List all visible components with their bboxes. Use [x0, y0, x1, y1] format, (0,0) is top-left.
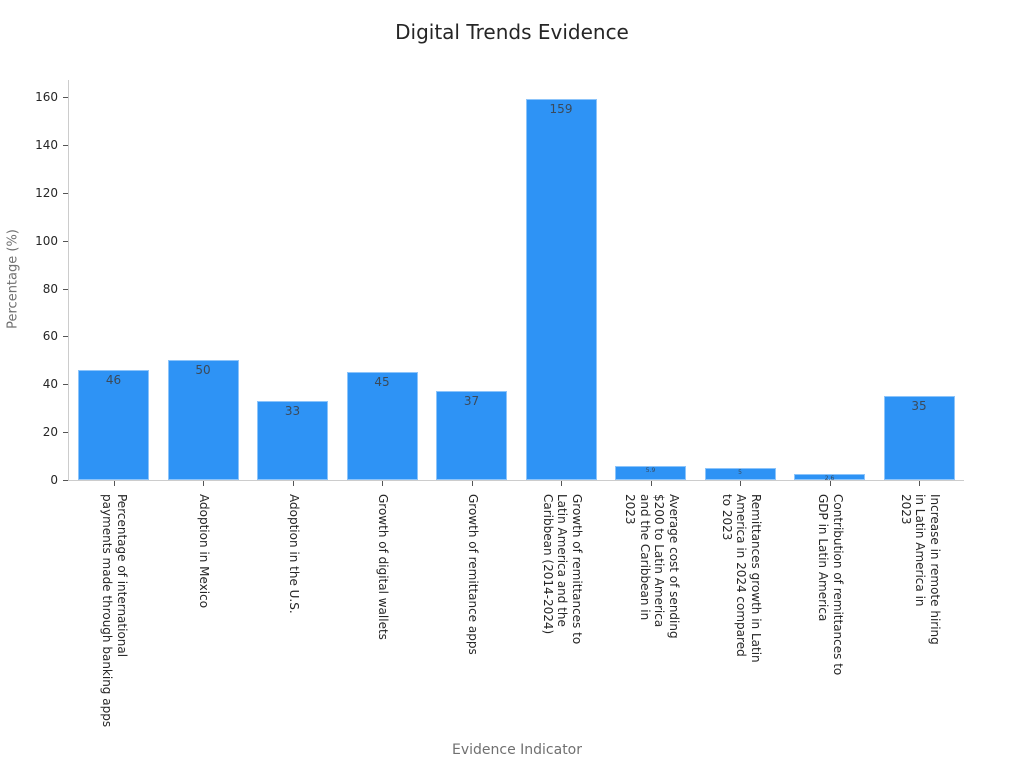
- x-tick: [113, 481, 115, 486]
- x-tick: [203, 481, 204, 486]
- bar-value-label: 33: [284, 404, 301, 418]
- y-tick: [63, 288, 68, 290]
- bar[interactable]: [346, 372, 418, 480]
- bar[interactable]: [794, 473, 865, 480]
- y-tick-label: 0: [50, 473, 58, 487]
- bar-value-label: 159: [549, 102, 573, 117]
- x-tick-label: Adoption in Mexico: [197, 494, 212, 609]
- y-tick: [63, 144, 68, 146]
- x-tick-label: Contribution of remittances to GDP in La…: [816, 494, 846, 676]
- y-tick-label: 140: [35, 137, 58, 152]
- y-tick: [63, 384, 68, 386]
- x-axis-line: [68, 480, 964, 481]
- bar[interactable]: [704, 468, 776, 480]
- bar-value-label: 35: [911, 399, 927, 414]
- bar[interactable]: [883, 396, 955, 480]
- x-tick: [382, 481, 383, 486]
- bar-value-label: 50: [195, 363, 211, 378]
- y-tick-label: 160: [35, 90, 58, 104]
- bar[interactable]: [78, 369, 149, 480]
- bar[interactable]: [525, 99, 597, 480]
- x-tick-label: Growth of digital wallets: [376, 494, 391, 640]
- y-axis-label: Percentage (%): [5, 229, 21, 329]
- x-tick-label: Remittances growth in Latin America in 2…: [719, 494, 763, 663]
- x-tick: [561, 481, 562, 486]
- bar[interactable]: [257, 401, 328, 480]
- x-tick: [292, 481, 294, 486]
- bar-value-label: 45: [374, 375, 390, 390]
- y-tick-label: 80: [42, 281, 58, 296]
- y-tick-label: 100: [35, 233, 58, 248]
- bar-value-label: 2.6: [824, 474, 835, 482]
- x-tick-label: Growth of remittance apps: [465, 494, 480, 655]
- x-tick: [829, 481, 831, 486]
- y-tick-label: 20: [42, 425, 58, 440]
- y-tick: [63, 97, 68, 98]
- y-tick: [63, 432, 68, 434]
- y-tick-label: 40: [42, 377, 58, 392]
- x-tick: [919, 481, 920, 486]
- y-axis-line: [68, 80, 69, 480]
- x-tick: [740, 481, 741, 486]
- chart-title: Digital Trends Evidence: [395, 20, 629, 44]
- y-tick: [63, 240, 68, 242]
- x-axis-label: Evidence Indicator: [451, 742, 583, 758]
- bar-value-label: 37: [463, 394, 480, 409]
- bar[interactable]: [615, 465, 686, 480]
- bar[interactable]: [436, 391, 507, 480]
- y-tick: [63, 480, 68, 481]
- y-tick-label: 120: [35, 185, 58, 200]
- bar-value-label: 46: [105, 372, 122, 387]
- x-tick-label: Increase in remote hiring in Latin Ameri…: [898, 494, 942, 645]
- x-tick-label: Adoption in the U.S.: [286, 494, 301, 614]
- bar-value-label: 5: [738, 469, 742, 477]
- x-tick-label: Average cost of sending $200 to Latin Am…: [623, 494, 681, 639]
- bar-value-label: 5.9: [645, 466, 656, 474]
- y-tick: [63, 192, 68, 194]
- x-tick: [650, 481, 652, 486]
- bar[interactable]: [167, 360, 239, 480]
- x-tick-label: Percentage of international payments mad…: [100, 494, 130, 728]
- y-tick: [63, 336, 68, 338]
- x-tick: [471, 481, 473, 486]
- y-tick-label: 60: [42, 329, 58, 344]
- x-tick-label: Growth of remittances to Latin America a…: [540, 494, 584, 645]
